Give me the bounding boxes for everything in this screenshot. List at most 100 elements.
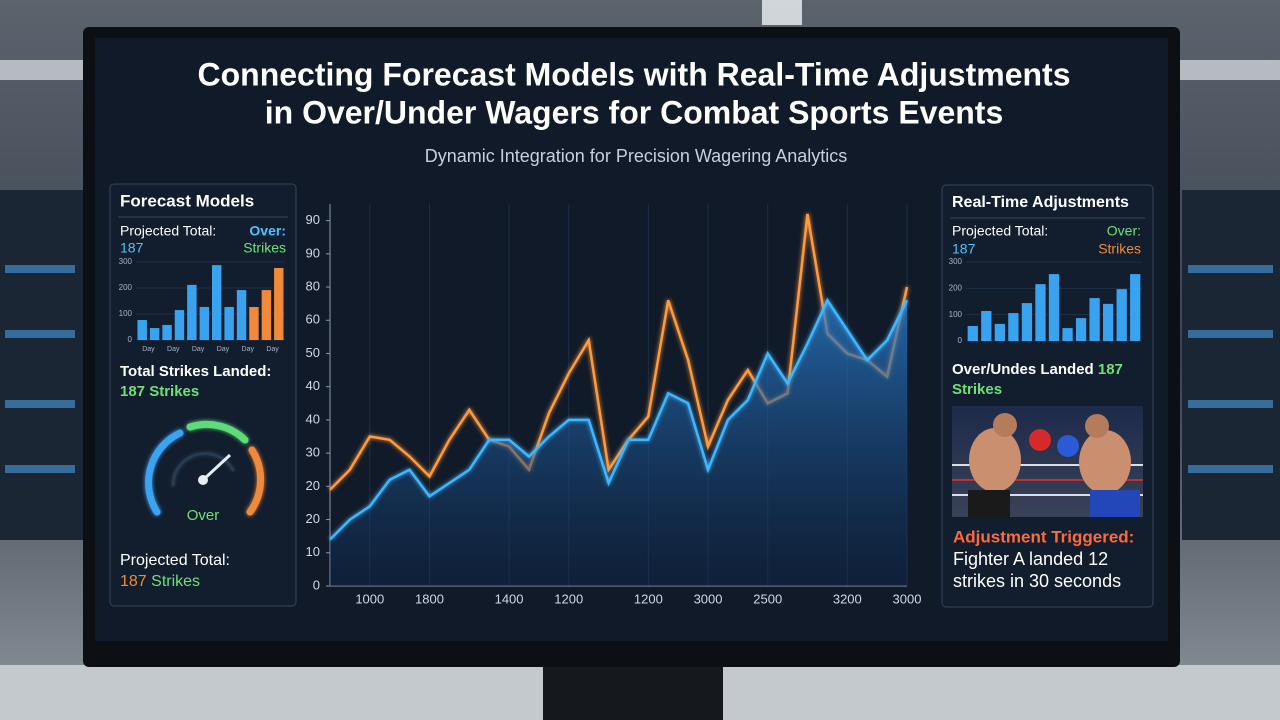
- alert-text: strikes in 30 seconds: [953, 571, 1121, 591]
- bar: [981, 310, 992, 341]
- x-tick-label: Day: [266, 346, 279, 353]
- fight-photo: [952, 406, 1143, 517]
- x-tick-label: 1200: [554, 591, 583, 606]
- title: Connecting Forecast Models with Real-Tim…: [197, 56, 1070, 92]
- unit: Strikes: [952, 381, 1002, 398]
- bar: [274, 267, 284, 340]
- line: [329, 297, 909, 541]
- label: Over:: [249, 223, 286, 239]
- ceiling-light: [762, 0, 802, 25]
- y-tick-label: 40: [306, 378, 320, 393]
- area: [330, 300, 907, 586]
- label: Total Strikes Landed:: [120, 363, 271, 380]
- x-tick-label: Day: [142, 346, 155, 353]
- y-tick-label: 10: [306, 544, 320, 559]
- x-tick-label: 1200: [634, 591, 663, 606]
- bar: [1075, 318, 1087, 341]
- y-tick-label: 50: [306, 345, 320, 360]
- bar: [137, 319, 147, 340]
- bar: [1035, 284, 1046, 341]
- bar: [1021, 303, 1033, 341]
- y-tick-label: 90: [306, 245, 320, 260]
- subtitle: Dynamic Integration for Precision Wageri…: [425, 146, 848, 166]
- line: [329, 213, 909, 491]
- label: Over/Undes Landed: [952, 361, 1094, 378]
- bar: [162, 324, 172, 340]
- bar: [1048, 274, 1060, 341]
- x-tick-label: Day: [242, 346, 255, 353]
- bar: [994, 323, 1005, 341]
- panel-title: Forecast Models: [120, 191, 254, 210]
- x-tick-label: Day: [167, 346, 180, 353]
- bar: [224, 306, 234, 340]
- bar: [211, 265, 222, 340]
- x-tick-label: 1400: [495, 591, 524, 606]
- bar: [1130, 274, 1141, 341]
- x-tick-label: 2500: [753, 591, 782, 606]
- gauge: [145, 420, 265, 516]
- x-tick-label: Day: [192, 346, 205, 353]
- y-tick-label: 100: [119, 309, 133, 318]
- bar: [261, 290, 272, 340]
- bar: [236, 290, 247, 340]
- value: 187: [1098, 361, 1123, 378]
- gauge-hub: [198, 475, 208, 485]
- label: Projected Total:: [120, 552, 230, 569]
- y-tick-label: 0: [313, 577, 320, 592]
- ceiling-light: [1180, 60, 1280, 80]
- gauge-label: Over: [187, 507, 220, 524]
- bar: [149, 328, 160, 340]
- y-tick-label: 200: [119, 283, 133, 292]
- value: 187: [120, 240, 144, 256]
- y-tick-label: 20: [306, 511, 320, 526]
- x-tick-label: 3000: [694, 591, 723, 606]
- value: 187 Strikes: [120, 573, 200, 590]
- x-tick-label: Day: [217, 346, 230, 353]
- bar: [174, 310, 185, 340]
- x-tick-label: 3200: [833, 591, 862, 606]
- bar: [187, 284, 197, 340]
- server-rack: [0, 190, 85, 540]
- y-tick-label: 100: [949, 310, 963, 319]
- label: Strikes: [1098, 241, 1141, 257]
- bar: [1089, 298, 1100, 341]
- alert-text: Fighter A landed 12: [953, 549, 1108, 569]
- unit: Strikes: [151, 573, 200, 590]
- y-tick-label: 40: [306, 411, 320, 426]
- title: in Over/Under Wagers for Combat Sports E…: [265, 94, 1004, 130]
- label: Projected Total:: [952, 223, 1048, 239]
- y-tick-label: 20: [306, 478, 320, 493]
- value: 187 Strikes: [120, 383, 199, 400]
- server-rack: [1182, 190, 1280, 540]
- x-tick-label: 1800: [415, 591, 444, 606]
- alert-title: Adjustment Triggered:: [953, 527, 1134, 546]
- y-tick-label: 60: [306, 312, 320, 327]
- bar: [967, 325, 978, 341]
- x-tick-label: 1000: [355, 591, 384, 606]
- y-tick-label: 300: [119, 257, 133, 266]
- left-panel: [109, 183, 297, 607]
- bar: [1008, 313, 1019, 341]
- gauge-needle: [201, 453, 232, 482]
- y-tick-label: 80: [306, 278, 320, 293]
- panel-title: Real-Time Adjustments: [952, 194, 1129, 211]
- bar: [1062, 328, 1073, 341]
- y-tick-label: 0: [958, 336, 963, 345]
- value: 187: [952, 241, 976, 257]
- label: Over:: [1107, 223, 1141, 239]
- label: Over/Undes Landed 187: [952, 361, 1123, 378]
- x-tick-label: 3000: [893, 591, 922, 606]
- bar: [199, 306, 210, 340]
- bar: [1116, 289, 1127, 341]
- bar: [1103, 303, 1114, 341]
- label: Strikes: [243, 240, 286, 256]
- y-tick-label: 200: [949, 283, 963, 292]
- y-tick-label: 30: [306, 445, 320, 460]
- y-tick-label: 300: [949, 257, 963, 266]
- value: 187: [120, 573, 147, 590]
- y-tick-label: 0: [128, 335, 133, 344]
- server-lights: [5, 265, 1273, 473]
- ceiling-light: [0, 60, 90, 80]
